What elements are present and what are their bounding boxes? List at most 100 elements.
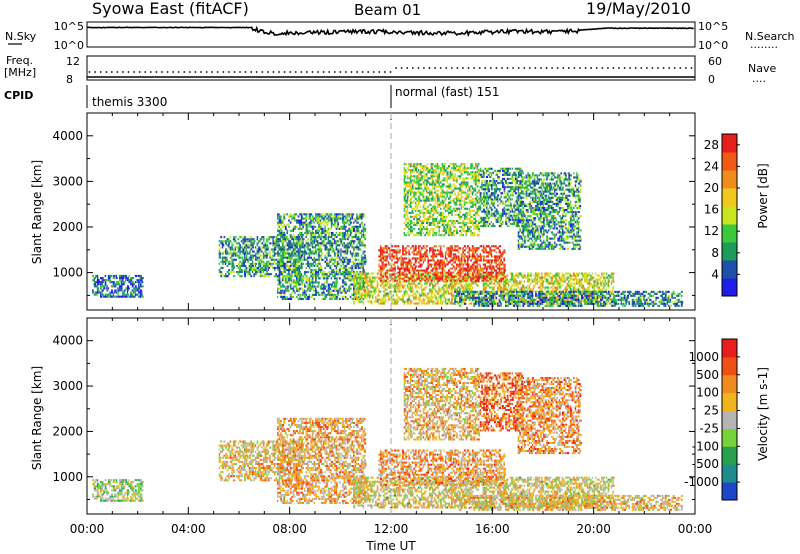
echo-cell: [269, 236, 272, 239]
echo-cell: [248, 271, 251, 274]
echo-cell: [397, 245, 400, 248]
echo-cell: [547, 282, 549, 285]
echo-cell: [291, 217, 293, 220]
nave-dots: ....: [752, 72, 766, 85]
echo-cell: [455, 249, 459, 252]
echo-cell: [607, 300, 610, 303]
echo-cell: [398, 282, 402, 285]
echo-cell: [334, 221, 337, 224]
echo-cell: [403, 279, 405, 282]
echo-cell: [591, 284, 594, 287]
echo-cell: [433, 273, 436, 276]
echo-cell: [466, 284, 469, 287]
echo-cell: [305, 240, 308, 243]
echo-cell: [316, 244, 320, 247]
echo-cell: [436, 167, 440, 170]
echo-cell: [240, 262, 244, 265]
echo-cell: [334, 254, 336, 257]
echo-cell: [424, 286, 427, 289]
echo-cell: [310, 221, 313, 224]
echo-cell: [449, 259, 452, 262]
echo-cell: [242, 250, 245, 253]
echo-cell: [247, 258, 249, 261]
echo-cell: [406, 292, 409, 295]
echo-cell: [607, 286, 610, 289]
echo-cell: [427, 263, 430, 266]
echo-cell: [284, 236, 288, 239]
echo-cell: [435, 171, 437, 174]
echo-cell: [523, 288, 526, 291]
echo-cell: [496, 286, 499, 289]
echo-cell: [326, 229, 329, 232]
echo-cell: [438, 265, 441, 268]
echo-cell: [411, 171, 413, 174]
echo-cell: [436, 223, 439, 226]
echo-cell: [599, 296, 602, 299]
echo-cell: [433, 292, 435, 295]
echo-cell: [378, 277, 381, 280]
freq-point: [540, 67, 542, 69]
echo-cell: [247, 271, 249, 274]
echo-cell: [343, 260, 346, 263]
echo-cell: [365, 286, 368, 289]
echo-cell: [289, 258, 292, 261]
echo-cell: [531, 290, 535, 293]
echo-cell: [319, 215, 322, 218]
echo-cell: [294, 254, 297, 257]
echo-cell: [302, 221, 305, 224]
echo-cell: [612, 272, 615, 275]
echo-cell: [340, 231, 342, 234]
echo-cell: [321, 287, 324, 290]
echo-cell: [473, 271, 476, 274]
echo-cell: [429, 213, 431, 216]
echo-cell: [432, 173, 435, 176]
echo-cell: [536, 296, 539, 299]
echo-cell: [357, 238, 360, 241]
echo-cell: [427, 261, 429, 264]
echo-cell: [242, 242, 245, 245]
echo-cell: [569, 284, 572, 287]
echo-cell: [602, 286, 605, 289]
echo-cell: [335, 225, 338, 228]
echo-cell: [324, 256, 326, 259]
echo-cell: [100, 287, 102, 290]
echo-cell: [428, 290, 431, 293]
echo-cell: [280, 246, 283, 249]
echo-cell: [348, 269, 350, 272]
echo-cell: [391, 259, 393, 262]
echo-cell: [294, 262, 297, 265]
echo-cell: [432, 199, 434, 202]
echo-cell: [400, 277, 403, 280]
echo-cell: [280, 254, 283, 257]
echo-cell: [503, 274, 505, 277]
echo-cell: [345, 271, 348, 274]
echo-cell: [477, 284, 480, 287]
echo-cell: [297, 227, 300, 230]
echo-cell: [459, 263, 462, 266]
echo-cell: [405, 292, 408, 295]
echo-cell: [435, 271, 438, 274]
echo-cell: [335, 267, 337, 270]
echo-cell: [329, 244, 332, 247]
echo-cell: [421, 288, 423, 291]
echo-cell: [452, 292, 455, 295]
echo-cell: [330, 244, 334, 247]
echo-cell: [360, 254, 363, 257]
echo-cell: [566, 284, 569, 287]
echo-cell: [476, 279, 479, 282]
echo-cell: [346, 213, 349, 216]
echo-cell: [364, 272, 367, 275]
echo-cell: [454, 255, 457, 258]
echo-cell: [547, 300, 550, 303]
echo-cell: [296, 225, 298, 228]
echo-cell: [335, 215, 338, 218]
echo-cell: [459, 261, 461, 264]
echo-cell: [448, 249, 451, 252]
echo-cell: [292, 258, 296, 261]
echo-cell: [345, 283, 348, 286]
echo-cell: [251, 269, 254, 272]
echo-cell: [318, 273, 320, 276]
echo-cell: [582, 290, 585, 293]
echo-cell: [367, 272, 370, 275]
